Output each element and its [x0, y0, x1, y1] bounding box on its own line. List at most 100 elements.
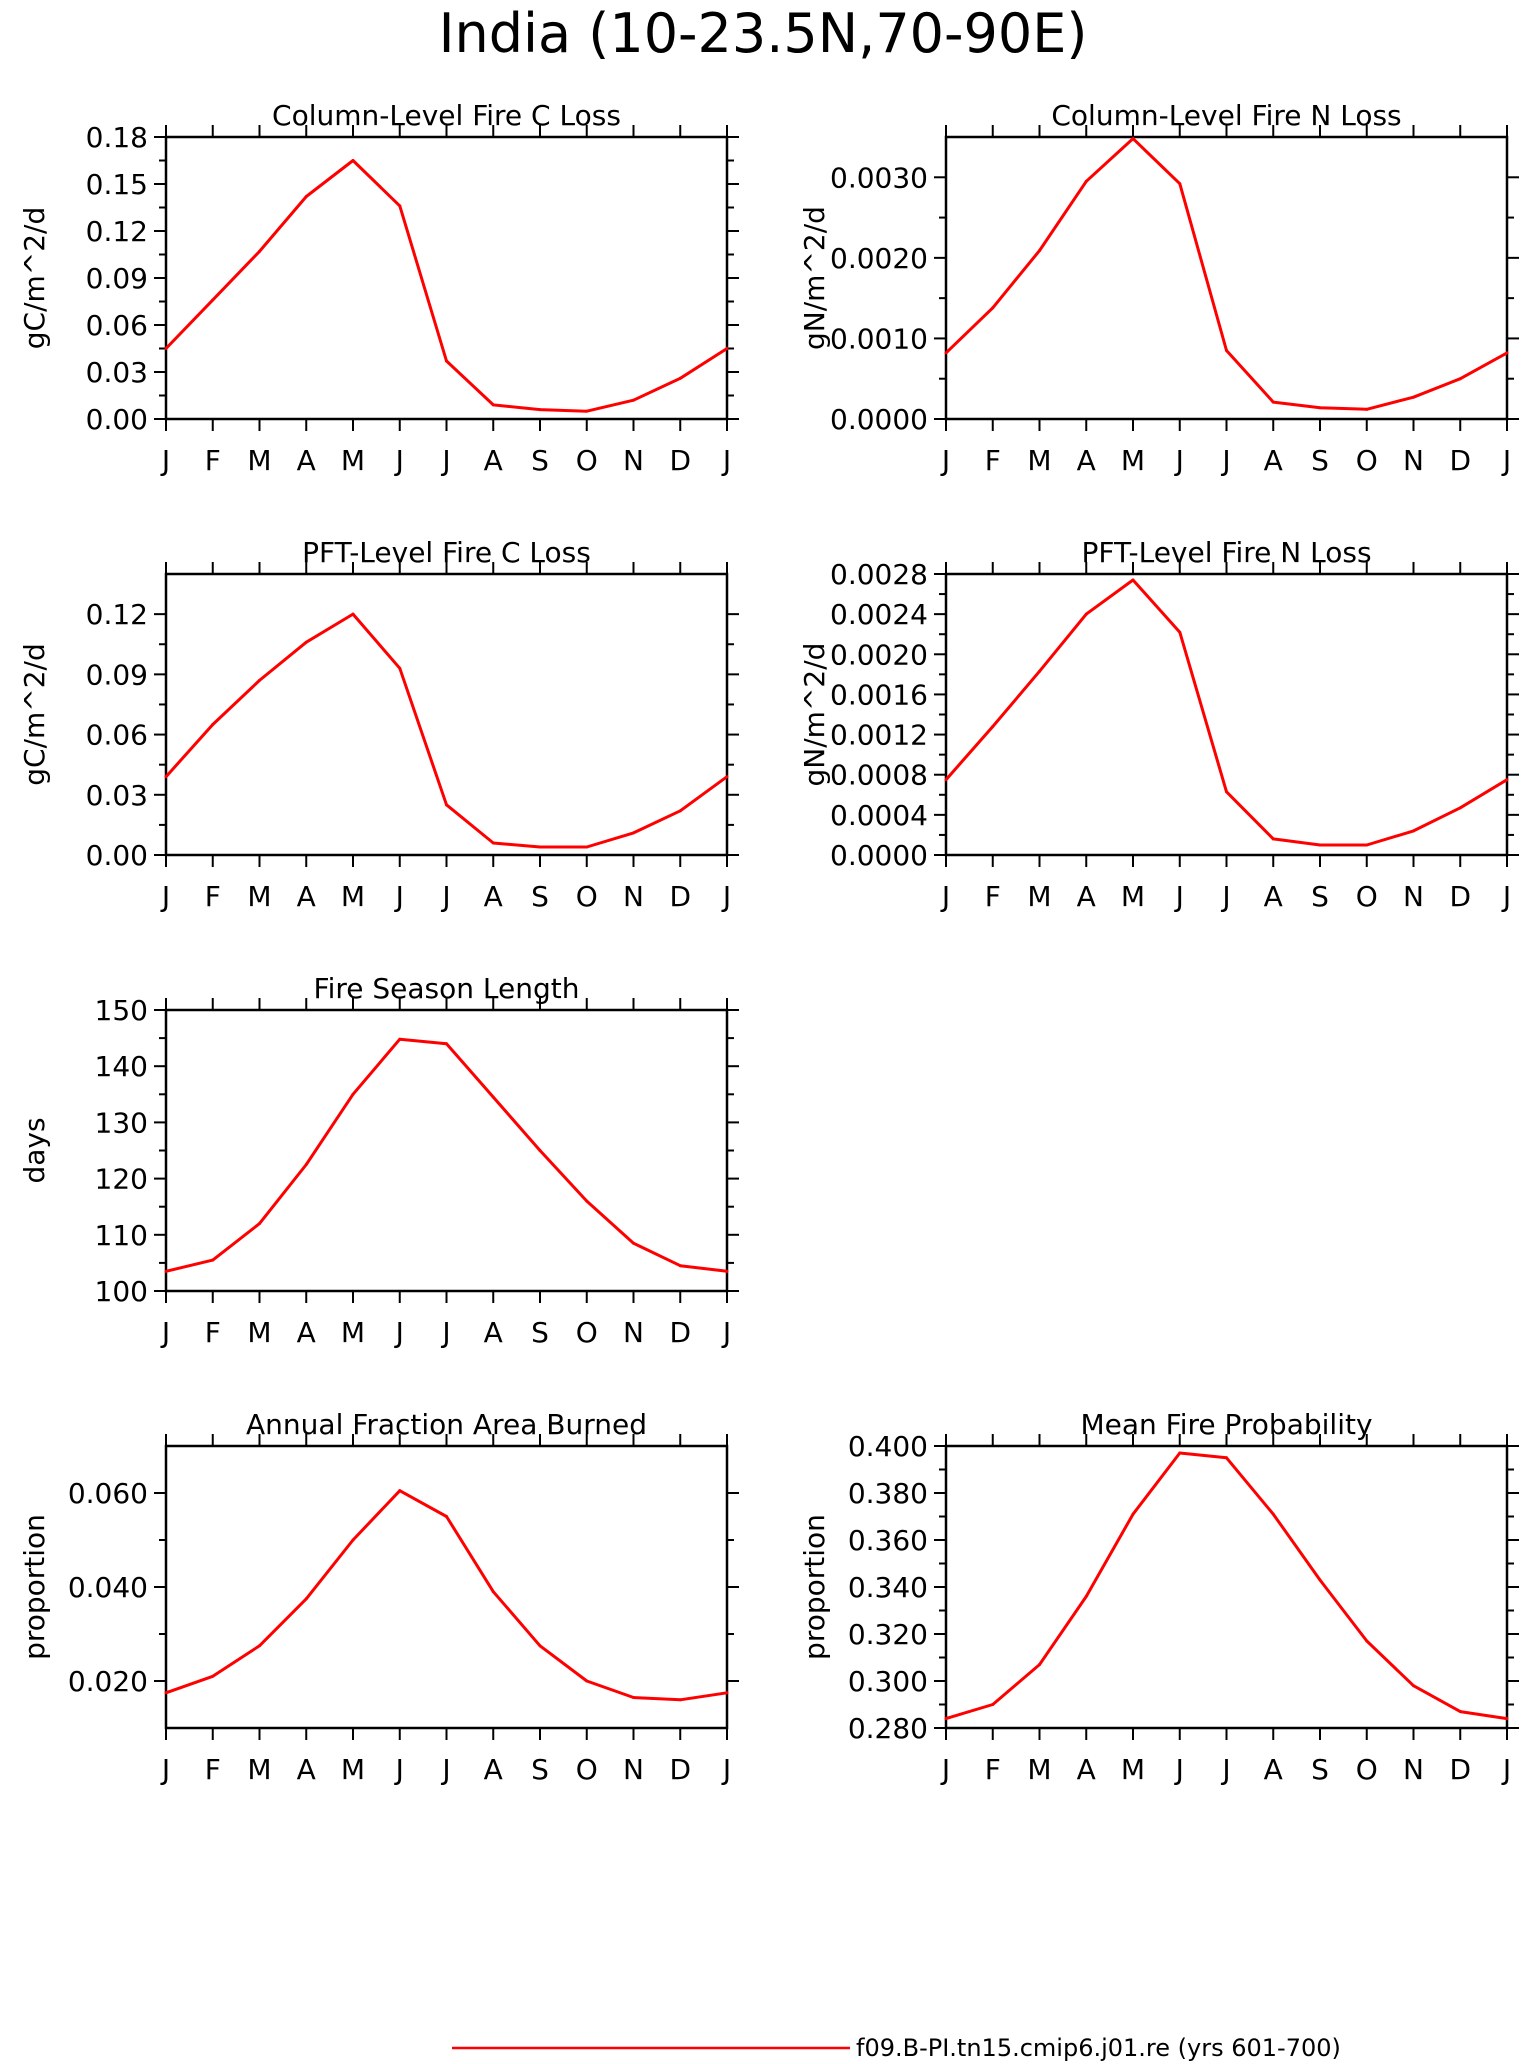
- x-tick-label: O: [576, 1753, 598, 1786]
- x-tick-label: M: [1027, 1753, 1051, 1786]
- x-tick-label: S: [531, 1316, 549, 1349]
- data-point: [538, 845, 542, 849]
- y-tick-label: 0.380: [848, 1477, 928, 1510]
- x-tick-label: O: [576, 880, 598, 913]
- data-point: [491, 403, 495, 407]
- x-tick-label: J: [721, 444, 731, 477]
- y-tick-label: 0.0016: [830, 678, 928, 711]
- x-tick-label: M: [1121, 444, 1145, 477]
- data-point: [991, 306, 995, 310]
- y-axis-label: days: [18, 1117, 51, 1183]
- data-point: [1458, 1710, 1462, 1714]
- y-tick-label: 0.06: [86, 719, 148, 752]
- x-tick-label: M: [1027, 880, 1051, 913]
- data-point: [1458, 806, 1462, 810]
- data-point: [304, 640, 308, 644]
- data-point: [164, 347, 168, 350]
- x-tick-label: J: [440, 880, 450, 913]
- chart-column-level-fire-c-loss: Column-Level Fire C LossgC/m^2/d0.000.03…: [18, 99, 739, 477]
- data-point: [632, 398, 635, 402]
- data-point: [258, 249, 261, 253]
- data-point: [1225, 1456, 1228, 1460]
- chart-column-level-fire-n-loss: Column-Level Fire N LossgN/m^2/d0.00000.…: [798, 99, 1519, 477]
- data-point: [725, 775, 729, 779]
- data-point: [1038, 249, 1041, 253]
- x-tick-label: J: [1220, 1753, 1230, 1786]
- x-tick-label: O: [576, 1316, 598, 1349]
- x-tick-label: D: [1449, 444, 1471, 477]
- x-tick-label: J: [721, 1753, 731, 1786]
- x-tick-label: D: [669, 444, 691, 477]
- data-point: [304, 1163, 308, 1167]
- data-point: [258, 678, 261, 682]
- data-point: [445, 359, 448, 363]
- data-point: [1458, 377, 1462, 381]
- x-tick-label: D: [1449, 1753, 1471, 1786]
- data-point: [538, 1644, 542, 1648]
- data-point: [351, 1538, 355, 1542]
- data-point: [211, 298, 215, 302]
- data-point: [445, 803, 448, 807]
- y-tick-label: 0.280: [848, 1712, 928, 1745]
- data-point: [585, 409, 589, 413]
- series-line: [944, 578, 1508, 847]
- x-tick-label: S: [1311, 880, 1329, 913]
- y-tick-label: 0.06: [86, 309, 148, 342]
- x-tick-label: A: [484, 1316, 503, 1349]
- x-tick-label: J: [1501, 1753, 1511, 1786]
- x-tick-label: J: [940, 1753, 950, 1786]
- x-tick-label: N: [623, 1316, 644, 1349]
- data-point: [944, 351, 948, 355]
- y-tick-label: 150: [95, 994, 148, 1027]
- x-tick-label: J: [394, 880, 404, 913]
- data-point: [585, 845, 589, 849]
- x-tick-label: J: [1501, 880, 1511, 913]
- x-tick-label: F: [985, 880, 1001, 913]
- x-tick-label: A: [297, 1316, 316, 1349]
- x-tick-label: J: [394, 1753, 404, 1786]
- data-point: [398, 1037, 402, 1041]
- x-tick-label: J: [721, 1316, 731, 1349]
- x-tick-label: A: [1264, 880, 1283, 913]
- data-point: [1365, 1639, 1369, 1643]
- data-point: [1038, 1663, 1041, 1667]
- data-point: [164, 775, 168, 779]
- y-axis-label: gN/m^2/d: [798, 643, 831, 787]
- data-point: [1412, 1684, 1415, 1688]
- legend: f09.B-PI.tn15.cmip6.j01.re (yrs 601-700): [452, 2034, 1341, 2062]
- y-tick-label: 0.300: [848, 1665, 928, 1698]
- chart-annual-fraction-area-burned: Annual Fraction Area Burnedproportion0.0…: [18, 1408, 739, 1786]
- y-tick-label: 0.09: [86, 262, 148, 295]
- x-tick-label: A: [1264, 1753, 1283, 1786]
- data-point: [1131, 578, 1135, 582]
- y-tick-label: 0.320: [848, 1618, 928, 1651]
- data-point: [1178, 630, 1182, 634]
- y-tick-label: 0.00: [86, 403, 148, 436]
- x-tick-label: N: [1403, 880, 1424, 913]
- x-tick-label: A: [484, 1753, 503, 1786]
- y-tick-label: 0.0020: [830, 638, 928, 671]
- x-tick-label: O: [576, 444, 598, 477]
- y-tick-label: 120: [95, 1163, 148, 1196]
- y-tick-label: 0.0028: [830, 558, 928, 591]
- plot-frame: [164, 572, 729, 857]
- data-point: [1225, 349, 1228, 353]
- data-point: [632, 831, 635, 835]
- x-tick-label: A: [297, 880, 316, 913]
- y-tick-label: 0.18: [86, 121, 148, 154]
- page-title: India (10-23.5N,70-90E): [439, 2, 1088, 65]
- x-tick-label: N: [1403, 1753, 1424, 1786]
- y-tick-label: 0.400: [848, 1430, 928, 1463]
- data-point: [258, 1644, 261, 1648]
- series-line: [945, 1451, 1508, 1721]
- x-tick-label: M: [341, 1316, 365, 1349]
- data-point: [1271, 837, 1275, 841]
- chart-pft-level-fire-c-loss: PFT-Level Fire C LossgC/m^2/d0.000.030.0…: [18, 536, 739, 913]
- data-point: [351, 159, 355, 162]
- chart-fire-season-length: Fire Season Lengthdays100110120130140150…: [18, 972, 739, 1349]
- x-tick-label: N: [623, 444, 644, 477]
- x-tick-label: M: [247, 1316, 271, 1349]
- data-point: [1038, 669, 1041, 673]
- x-tick-label: M: [1121, 880, 1145, 913]
- x-tick-label: J: [160, 444, 170, 477]
